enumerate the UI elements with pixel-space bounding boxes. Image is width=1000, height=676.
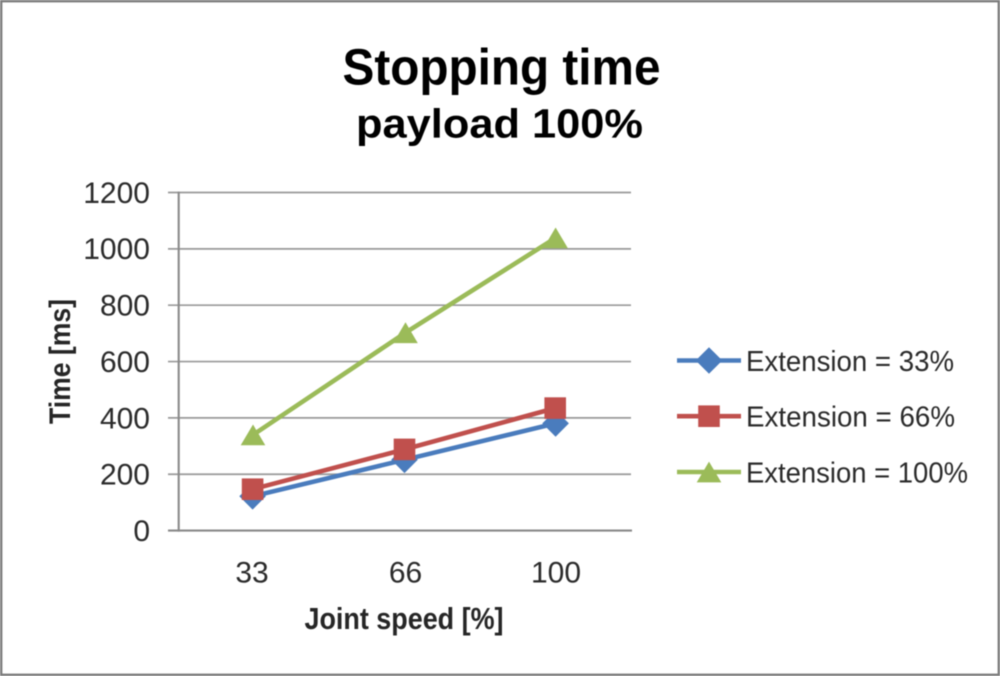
svg-text:Extension = 100%: Extension = 100% [746, 457, 968, 489]
svg-text:1000: 1000 [83, 233, 150, 266]
svg-text:Extension = 66%: Extension = 66% [746, 402, 955, 434]
svg-text:Extension = 33%: Extension = 33% [746, 346, 954, 378]
svg-text:600: 600 [100, 346, 150, 379]
svg-text:33: 33 [235, 557, 268, 590]
svg-text:100: 100 [531, 557, 581, 590]
svg-text:Time [ms]: Time [ms] [44, 299, 77, 424]
svg-text:800: 800 [100, 290, 150, 323]
svg-text:200: 200 [100, 459, 150, 492]
svg-text:0: 0 [133, 515, 150, 548]
svg-text:66: 66 [389, 557, 422, 590]
svg-text:Joint speed [%]: Joint speed [%] [305, 601, 504, 636]
svg-text:payload 100%: payload 100% [356, 100, 643, 146]
svg-text:1200: 1200 [83, 177, 150, 210]
svg-text:Stopping time: Stopping time [343, 38, 661, 95]
svg-text:400: 400 [100, 402, 150, 435]
